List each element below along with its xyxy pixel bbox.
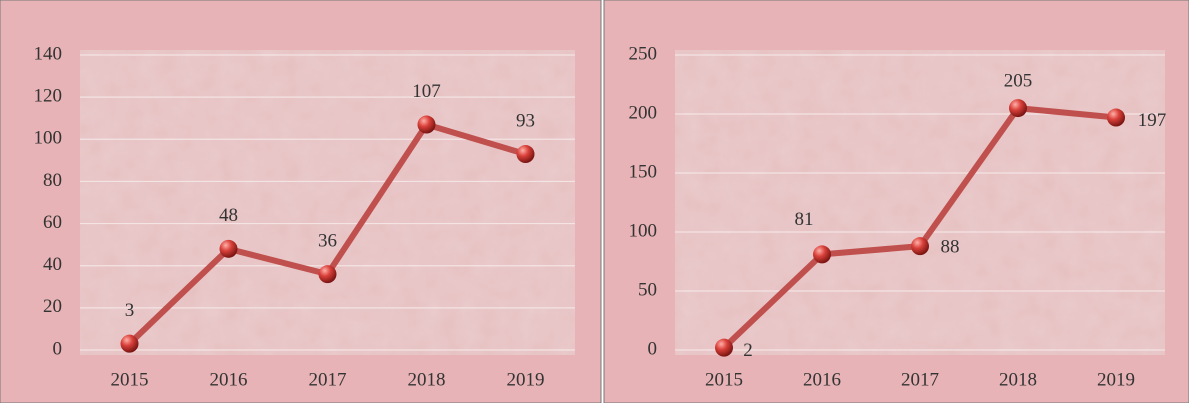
data-label: 197 (1138, 110, 1167, 131)
marker (813, 245, 831, 264)
y-tick-label: 20 (43, 296, 62, 317)
data-label: 93 (516, 110, 535, 131)
y-tick-label: 250 (629, 43, 658, 64)
marker (911, 237, 929, 256)
y-tick-label: 140 (34, 43, 63, 64)
x-tick-label: 2018 (408, 369, 446, 390)
data-label: 48 (219, 205, 238, 226)
x-tick-label: 2019 (1097, 369, 1135, 390)
data-label: 36 (318, 231, 337, 252)
y-tick-label: 0 (53, 338, 63, 359)
y-tick-label: 100 (629, 220, 658, 241)
y-tick-label: 0 (648, 338, 658, 359)
x-tick-label: 2019 (507, 369, 545, 390)
y-tick-label: 40 (43, 254, 62, 275)
y-tick-label: 50 (638, 279, 657, 300)
y-tick-label: 120 (34, 86, 63, 107)
y-tick-label: 100 (34, 128, 63, 149)
y-tick-label: 80 (43, 170, 62, 191)
data-label: 81 (795, 209, 814, 230)
marker (516, 145, 535, 164)
y-tick-label: 150 (629, 161, 658, 182)
x-tick-label: 2018 (999, 369, 1037, 390)
data-label: 205 (1004, 70, 1033, 91)
marker (318, 265, 337, 284)
x-tick-label: 2015 (111, 369, 149, 390)
y-tick-label: 60 (43, 212, 62, 233)
data-label: 107 (412, 81, 441, 102)
texture (675, 50, 1165, 355)
y-tick-label: 200 (629, 102, 658, 123)
texture (80, 50, 575, 355)
marker (417, 115, 436, 134)
marker (219, 239, 238, 258)
data-label: 2 (743, 340, 753, 361)
x-tick-label: 2017 (901, 369, 939, 390)
marker (715, 338, 733, 357)
marker (120, 334, 139, 353)
x-tick-label: 2016 (803, 369, 841, 390)
x-tick-label: 2017 (309, 369, 347, 390)
data-label: 3 (125, 300, 135, 321)
x-tick-label: 2015 (705, 369, 743, 390)
marker (1107, 108, 1125, 127)
marker (1009, 99, 1027, 118)
x-tick-label: 2016 (210, 369, 248, 390)
data-label: 88 (941, 237, 960, 258)
